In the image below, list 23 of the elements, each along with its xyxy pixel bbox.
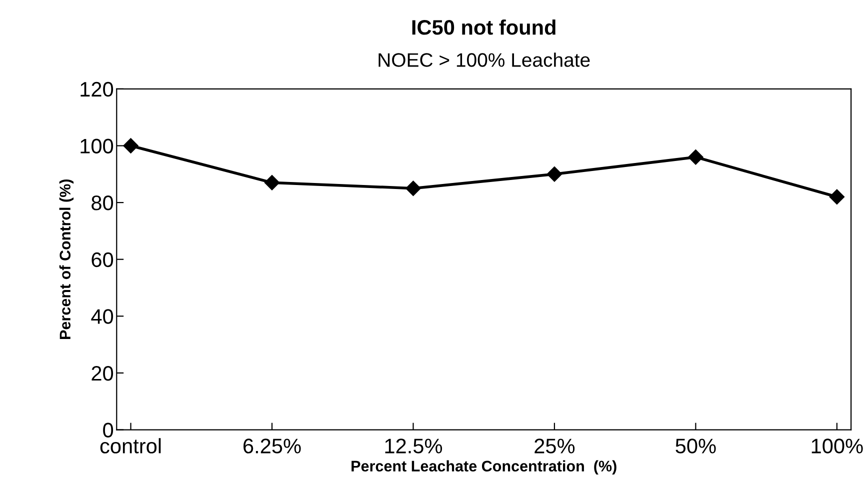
- x-tick-label: control: [100, 438, 161, 454]
- x-tick-label: 50%: [676, 438, 716, 454]
- y-tick-label: 60: [92, 252, 114, 268]
- x-tick-label: 100%: [812, 438, 863, 454]
- chart-title: IC50 not found: [412, 19, 556, 35]
- y-tick-label: 40: [91, 309, 114, 324]
- y-axis-title: Percent of Control (%): [59, 179, 74, 339]
- point: [123, 138, 138, 154]
- point: [829, 189, 844, 204]
- x-axis-title: Percent Leachate Concentration (%): [352, 460, 616, 475]
- y-tick-label: 120: [80, 82, 114, 97]
- y-tick-label: 100: [80, 138, 114, 154]
- x-tick-label: 25%: [534, 438, 575, 454]
- chart-subtitle: NOEC > 100% Leachate: [378, 52, 590, 67]
- point: [406, 180, 421, 196]
- x-tick-label: 12.5%: [385, 438, 442, 454]
- point: [264, 175, 280, 190]
- x-tick-label: 6.25%: [244, 438, 301, 454]
- point: [546, 166, 562, 182]
- y-tick-label: 20: [92, 366, 114, 381]
- y-tick-label: 80: [92, 196, 114, 210]
- point: [688, 150, 704, 165]
- y-tick-label: 0: [103, 422, 114, 438]
